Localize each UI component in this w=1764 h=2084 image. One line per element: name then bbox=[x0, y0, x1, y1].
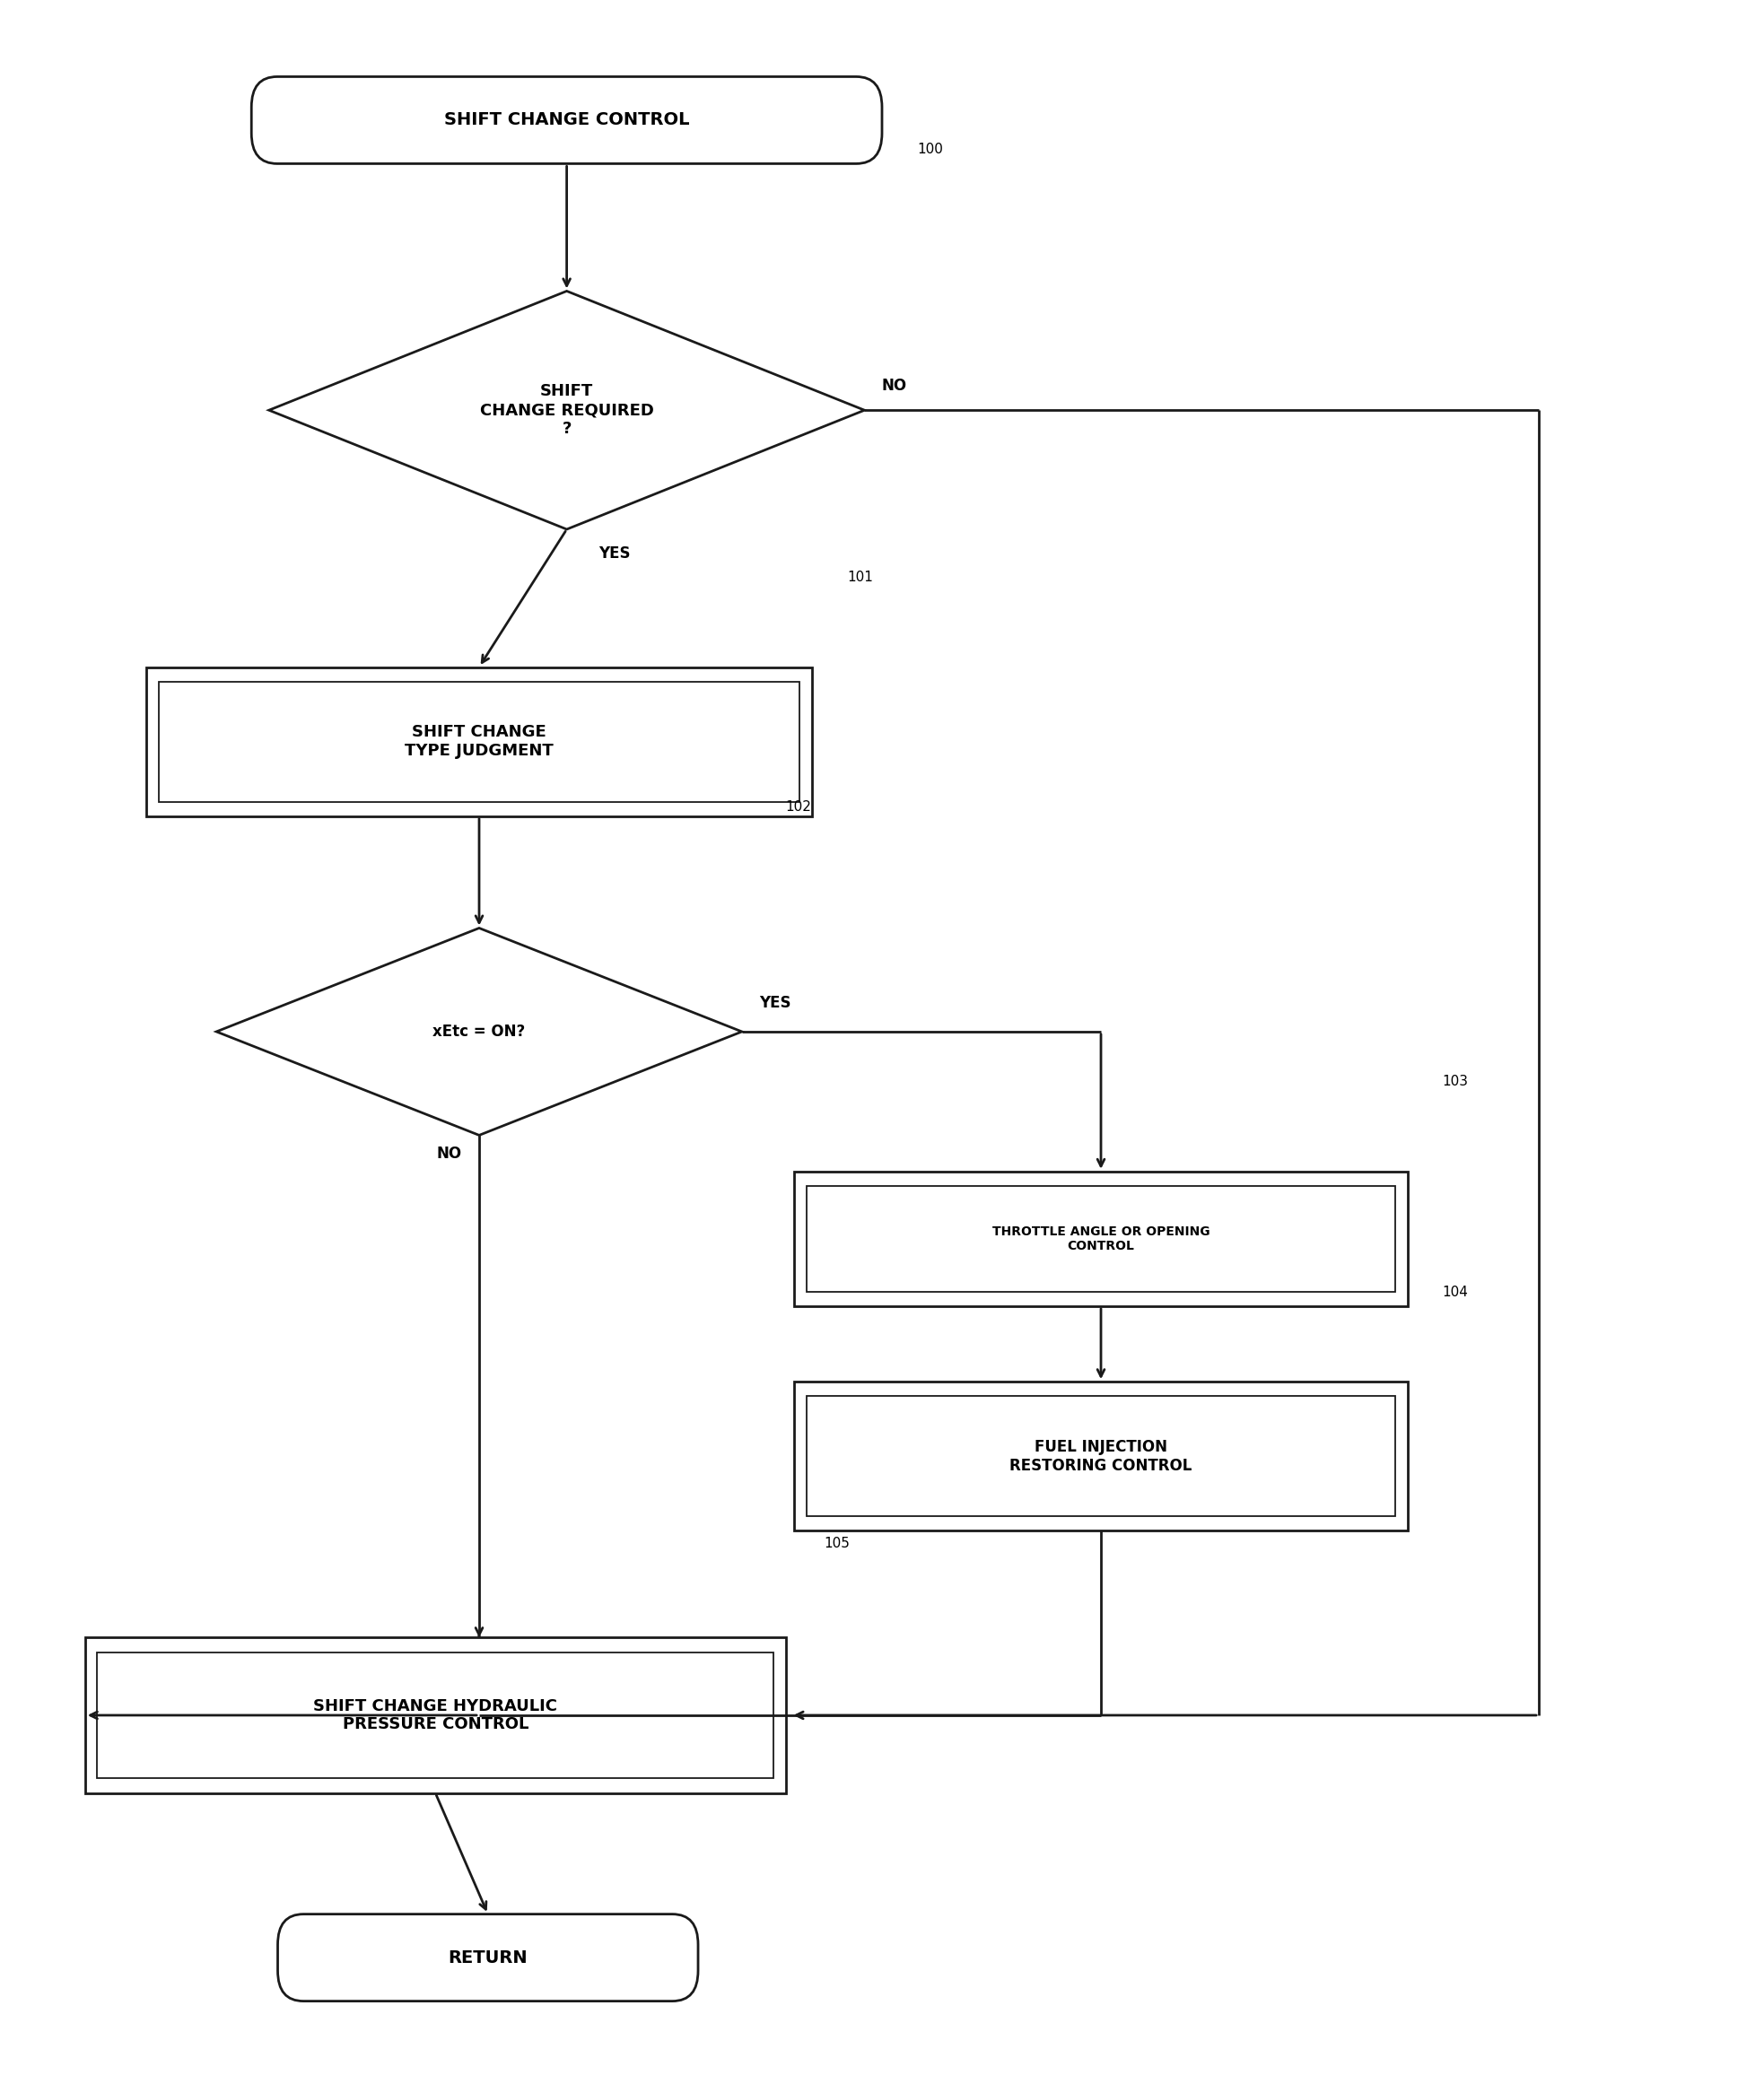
Text: NO: NO bbox=[882, 377, 907, 394]
Text: FUEL INJECTION
RESTORING CONTROL: FUEL INJECTION RESTORING CONTROL bbox=[1009, 1438, 1192, 1473]
Bar bbox=[794, 1171, 1408, 1307]
FancyBboxPatch shape bbox=[252, 77, 882, 165]
Bar bbox=[146, 667, 811, 817]
Polygon shape bbox=[217, 927, 743, 1136]
Text: YES: YES bbox=[759, 994, 792, 1011]
Text: 100: 100 bbox=[917, 144, 944, 156]
Text: RETURN: RETURN bbox=[448, 1949, 527, 1965]
Text: xEtc = ON?: xEtc = ON? bbox=[432, 1023, 526, 1040]
Text: 103: 103 bbox=[1443, 1075, 1468, 1088]
Bar bbox=[97, 1653, 773, 1778]
Bar bbox=[794, 1382, 1408, 1532]
FancyBboxPatch shape bbox=[277, 1913, 699, 2001]
Text: YES: YES bbox=[598, 546, 630, 563]
Text: SHIFT CHANGE CONTROL: SHIFT CHANGE CONTROL bbox=[445, 113, 690, 129]
Text: 102: 102 bbox=[785, 800, 811, 815]
Bar bbox=[159, 681, 799, 802]
Text: NO: NO bbox=[436, 1146, 462, 1161]
Text: 101: 101 bbox=[847, 571, 873, 584]
Text: 104: 104 bbox=[1443, 1286, 1468, 1298]
Polygon shape bbox=[268, 292, 864, 529]
Bar bbox=[806, 1186, 1395, 1292]
Text: 105: 105 bbox=[824, 1538, 850, 1550]
Bar bbox=[85, 1638, 785, 1792]
Text: SHIFT CHANGE HYDRAULIC
PRESSURE CONTROL: SHIFT CHANGE HYDRAULIC PRESSURE CONTROL bbox=[314, 1698, 557, 1732]
Text: SHIFT
CHANGE REQUIRED
?: SHIFT CHANGE REQUIRED ? bbox=[480, 383, 654, 438]
Text: THROTTLE ANGLE OR OPENING
CONTROL: THROTTLE ANGLE OR OPENING CONTROL bbox=[991, 1225, 1210, 1252]
Text: SHIFT CHANGE
TYPE JUDGMENT: SHIFT CHANGE TYPE JUDGMENT bbox=[404, 725, 554, 759]
Bar bbox=[806, 1396, 1395, 1517]
